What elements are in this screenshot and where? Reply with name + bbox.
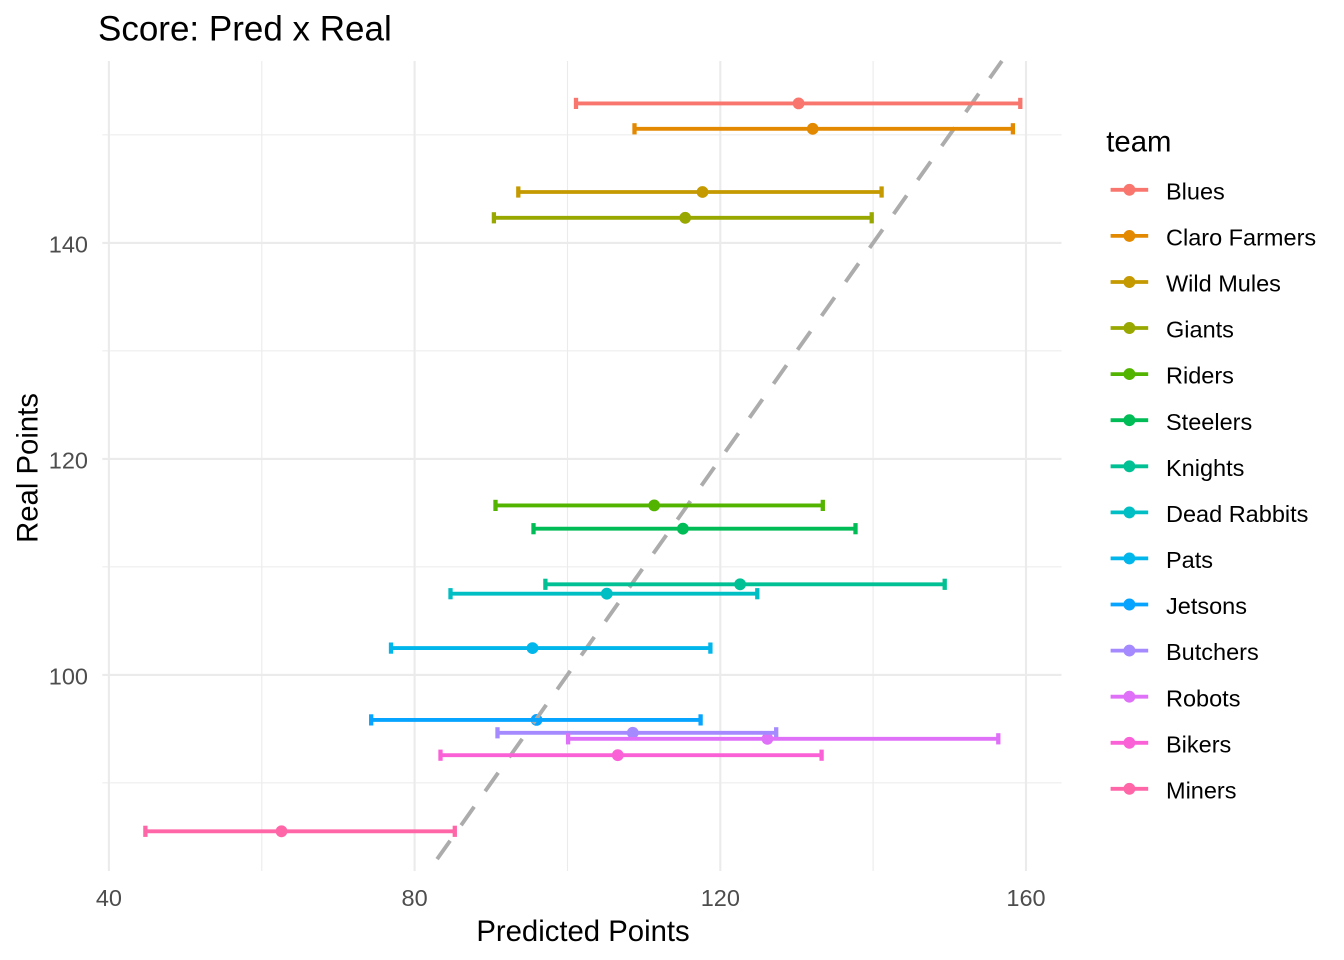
- svg-text:140: 140: [49, 232, 88, 258]
- svg-text:Butchers: Butchers: [1166, 639, 1259, 665]
- svg-text:Bikers: Bikers: [1166, 731, 1231, 757]
- svg-text:40: 40: [96, 885, 122, 911]
- svg-text:Predicted Points: Predicted Points: [476, 915, 689, 948]
- svg-text:Score: Pred x Real: Score: Pred x Real: [98, 9, 392, 48]
- svg-text:Dead Rabbits: Dead Rabbits: [1166, 501, 1308, 527]
- svg-text:Robots: Robots: [1166, 685, 1240, 711]
- svg-text:120: 120: [49, 448, 88, 474]
- svg-text:Blues: Blues: [1166, 178, 1225, 204]
- svg-text:Wild Mules: Wild Mules: [1166, 271, 1281, 297]
- svg-text:80: 80: [402, 885, 428, 911]
- svg-text:Miners: Miners: [1166, 777, 1237, 803]
- svg-text:Pats: Pats: [1166, 547, 1213, 573]
- svg-text:Riders: Riders: [1166, 363, 1234, 389]
- svg-text:Claro Farmers: Claro Farmers: [1166, 225, 1316, 251]
- svg-text:Giants: Giants: [1166, 317, 1234, 343]
- svg-text:100: 100: [49, 664, 88, 690]
- svg-text:Knights: Knights: [1166, 455, 1244, 481]
- svg-text:Jetsons: Jetsons: [1166, 593, 1247, 619]
- svg-text:120: 120: [701, 885, 740, 911]
- svg-text:160: 160: [1006, 885, 1045, 911]
- svg-text:Steelers: Steelers: [1166, 409, 1252, 435]
- svg-text:team: team: [1106, 125, 1171, 158]
- svg-text:Real Points: Real Points: [12, 393, 45, 543]
